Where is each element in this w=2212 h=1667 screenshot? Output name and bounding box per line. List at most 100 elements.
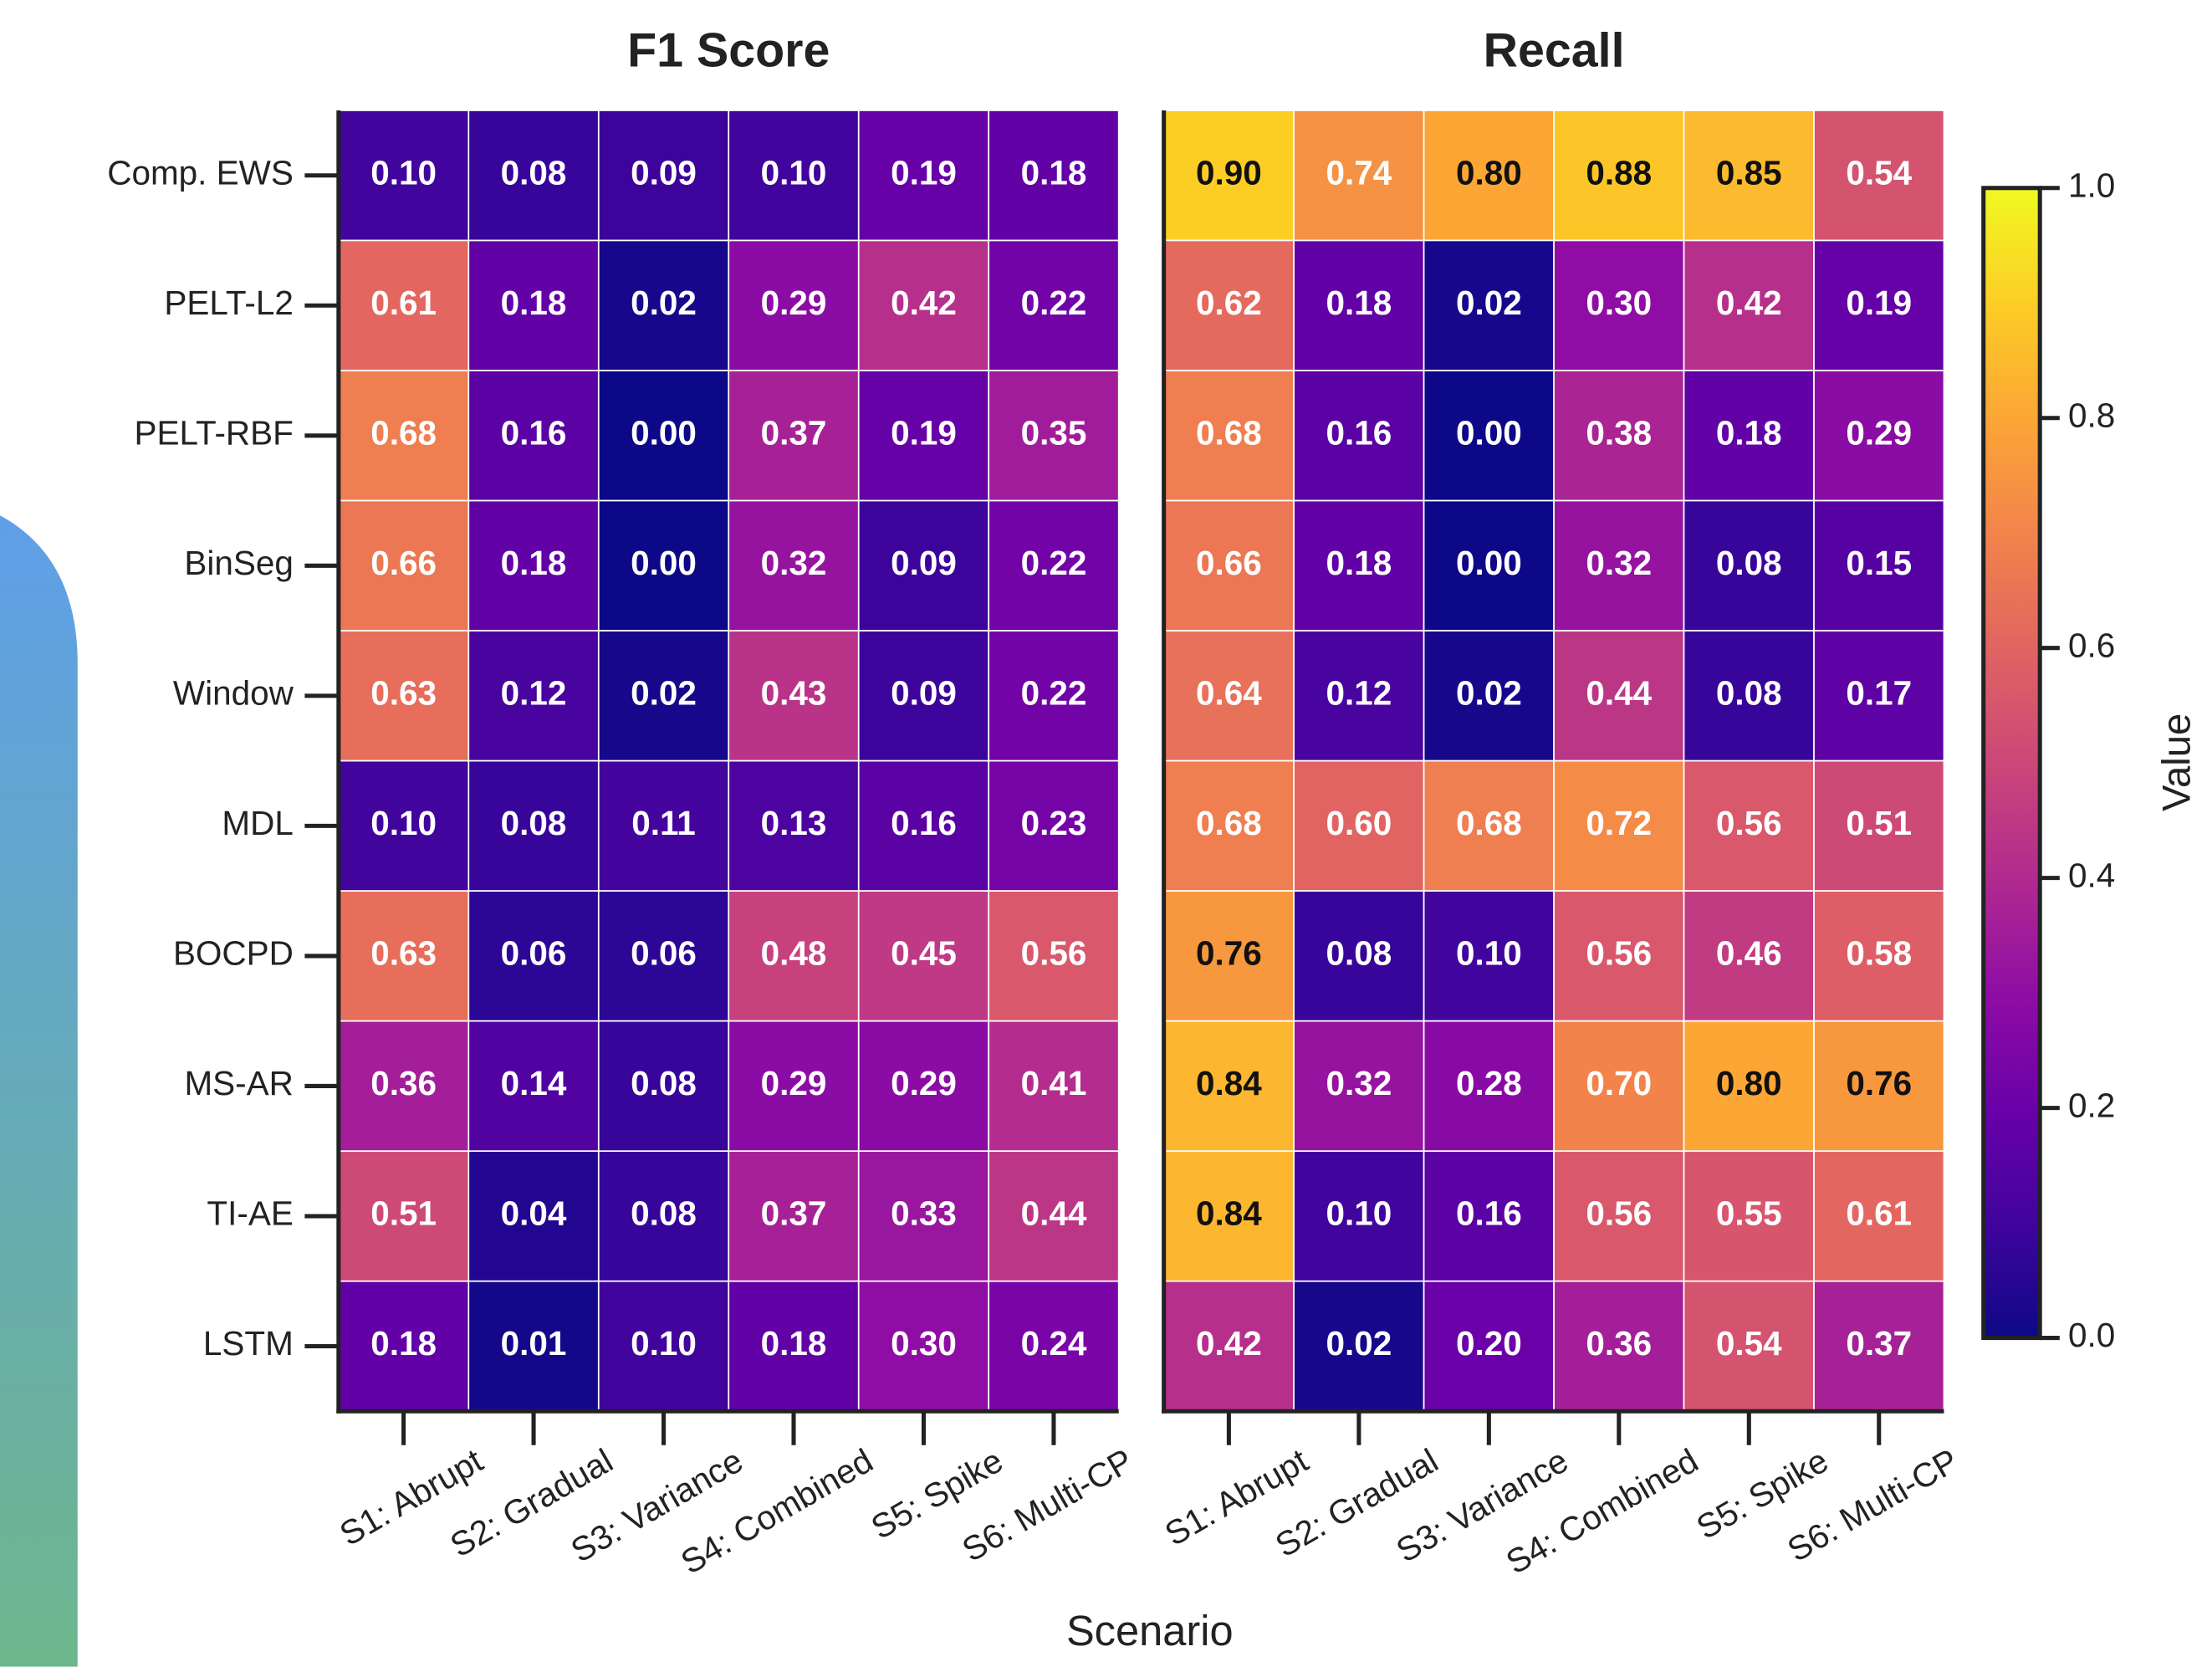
heatmap-cell	[1813, 110, 1945, 242]
heatmap-cell	[338, 1020, 470, 1153]
heatmap-cell	[1553, 630, 1685, 762]
heatmap-cell	[597, 370, 730, 502]
heatmap-cell	[597, 890, 730, 1022]
cell-label: 0.22	[1021, 284, 1087, 322]
heatmap-cell	[1683, 499, 1815, 632]
y-tick-label: LSTM	[203, 1324, 294, 1363]
y-tick-label: TI-AE	[207, 1194, 293, 1233]
heatmap-cell	[467, 1280, 600, 1413]
heatmap-cell	[338, 890, 470, 1022]
heatmap-cell	[467, 110, 600, 242]
cell-label: 0.18	[1326, 284, 1392, 322]
heatmap-cell	[1813, 890, 1945, 1022]
colorbar-tick-label: 0.0	[2068, 1316, 2115, 1354]
heatmap-cell	[467, 890, 600, 1022]
heatmap-cell	[988, 110, 1120, 242]
heatmap-cell	[1813, 239, 1945, 371]
cell-label: 0.54	[1846, 153, 1912, 192]
heatmap-cell	[1683, 110, 1815, 242]
heatmap-cell	[597, 1150, 730, 1282]
cell-label: 0.72	[1586, 804, 1652, 842]
heatmap-cell	[1423, 1020, 1555, 1153]
cell-label: 0.68	[1456, 804, 1522, 842]
heatmap-cell	[728, 110, 860, 242]
heatmap-cell	[1813, 1280, 1945, 1413]
heatmap-cell	[728, 499, 860, 632]
cell-label: 0.18	[501, 284, 567, 322]
cell-label: 0.01	[501, 1324, 567, 1363]
heatmap-cell	[988, 890, 1120, 1022]
cell-label: 0.30	[891, 1324, 957, 1363]
cell-label: 0.36	[1586, 1324, 1652, 1363]
heatmap-cell	[988, 499, 1120, 632]
heatmap-cell	[1553, 759, 1685, 892]
cell-label: 0.02	[631, 284, 697, 322]
cell-label: 0.17	[1846, 674, 1912, 713]
colorbar-tick-label: 0.4	[2068, 856, 2115, 894]
cell-label: 0.43	[761, 674, 827, 713]
cell-label: 0.60	[1326, 804, 1392, 842]
cell-label: 0.29	[891, 1064, 957, 1102]
heatmap-cell	[857, 110, 990, 242]
cell-label: 0.80	[1456, 153, 1522, 192]
cell-label: 0.10	[761, 153, 827, 192]
heatmap-cell	[1423, 370, 1555, 502]
heatmap-cell	[1553, 499, 1685, 632]
cell-label: 0.32	[1586, 544, 1652, 582]
cell-label: 0.56	[1586, 1194, 1652, 1233]
cell-label: 0.16	[1326, 413, 1392, 452]
cell-label: 0.20	[1456, 1324, 1522, 1363]
colorbar-tick-label: 1.0	[2068, 166, 2115, 204]
cell-label: 0.00	[1456, 413, 1522, 452]
cell-label: 0.12	[1326, 674, 1392, 713]
heatmap-cell	[1162, 890, 1295, 1022]
cell-label: 0.44	[1021, 1194, 1087, 1233]
cell-label: 0.56	[1021, 934, 1087, 973]
cell-label: 0.10	[370, 804, 437, 842]
cell-label: 0.84	[1196, 1064, 1262, 1102]
cell-label: 0.51	[370, 1194, 437, 1233]
y-tick-label: Comp. EWS	[107, 153, 294, 192]
cell-label: 0.88	[1586, 153, 1652, 192]
cell-label: 0.85	[1716, 153, 1782, 192]
cell-label: 0.16	[1456, 1194, 1522, 1233]
heatmap-cell	[1293, 1280, 1425, 1413]
heatmap-cell	[338, 1280, 470, 1413]
heatmap-cell	[1293, 759, 1425, 892]
cell-label: 0.09	[631, 153, 697, 192]
heatmap-cell	[1162, 370, 1295, 502]
cell-label: 0.08	[1326, 934, 1392, 973]
heatmap-cell	[1423, 890, 1555, 1022]
x-axis-label: Scenario	[1066, 1607, 1234, 1654]
heatmap-cell	[338, 759, 470, 892]
cell-label: 0.74	[1326, 153, 1392, 192]
cell-label: 0.37	[761, 413, 827, 452]
cell-label: 0.29	[1846, 413, 1912, 452]
cell-label: 0.13	[761, 804, 827, 842]
heatmap-cell	[1683, 890, 1815, 1022]
cell-label: 0.76	[1846, 1064, 1912, 1102]
cell-label: 0.28	[1456, 1064, 1522, 1102]
cell-label: 0.30	[1586, 284, 1652, 322]
cell-label: 0.29	[761, 284, 827, 322]
heatmap-cell	[1162, 499, 1295, 632]
cell-label: 0.70	[1586, 1064, 1652, 1102]
cell-label: 0.64	[1196, 674, 1262, 713]
heatmap-cell	[1683, 630, 1815, 762]
decoration	[0, 515, 78, 1667]
heatmap-cell	[467, 1150, 600, 1282]
heatmap-cell	[1423, 239, 1555, 371]
cell-label: 0.56	[1586, 934, 1652, 973]
cell-label: 0.90	[1196, 153, 1262, 192]
cell-label: 0.16	[891, 804, 957, 842]
cell-label: 0.29	[761, 1064, 827, 1102]
cell-label: 0.10	[631, 1324, 697, 1363]
y-tick-label: PELT-L2	[164, 284, 293, 322]
heatmap-cell	[338, 110, 470, 242]
heatmap-cell	[857, 759, 990, 892]
cell-label: 0.37	[1846, 1324, 1912, 1363]
heatmap-cell	[988, 370, 1120, 502]
cell-label: 0.08	[501, 804, 567, 842]
cell-label: 0.68	[1196, 804, 1262, 842]
